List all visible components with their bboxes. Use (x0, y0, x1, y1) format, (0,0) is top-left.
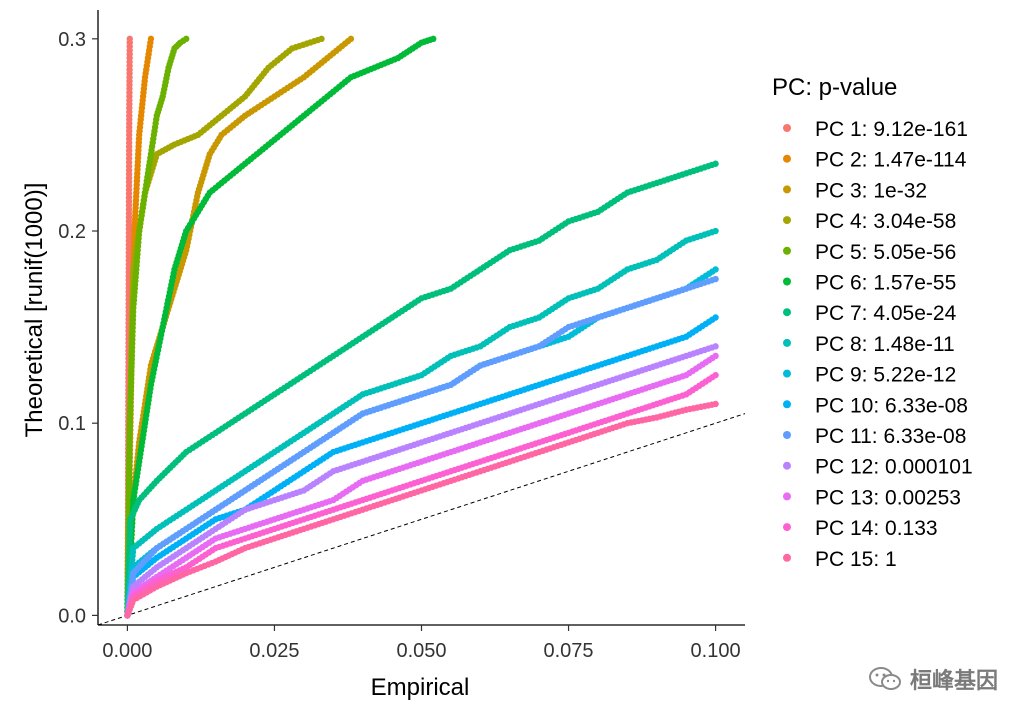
x-tick-label: 0.000 (102, 640, 152, 662)
y-tick-label: 0.2 (58, 221, 86, 243)
series-10 (124, 314, 719, 619)
data-point (318, 35, 325, 43)
y-tick-label: 0.1 (58, 413, 86, 435)
data-point (712, 343, 719, 350)
x-axis-title: Empirical (371, 674, 470, 701)
data-point (183, 35, 190, 43)
legend-label: PC 6: 1.57e-55 (815, 272, 956, 295)
data-point (712, 314, 719, 321)
legend-label: PC 14: 0.133 (815, 517, 938, 540)
series-12 (124, 343, 719, 619)
data-point (712, 371, 719, 379)
series-6 (124, 35, 437, 619)
legend-label: PC 12: 0.000101 (815, 456, 973, 479)
legend-title: PC: p-value (772, 74, 897, 101)
data-point (430, 35, 437, 43)
legend-label: PC 10: 6.33e-08 (815, 394, 968, 417)
legend-key (783, 308, 791, 317)
x-tick-label: 0.025 (249, 640, 299, 662)
reference-line-layer (97, 413, 746, 626)
legend-key (783, 431, 791, 439)
legend-key (783, 216, 791, 225)
legend-key (783, 185, 791, 194)
data-point (712, 352, 719, 360)
data-point (712, 266, 719, 273)
legend-label: PC 3: 1e-32 (815, 179, 927, 202)
legend-key (783, 492, 791, 501)
legend-key (783, 461, 791, 470)
axes-layer: 0.000 0.025 0.050 0.075 0.100 0.0 0.1 0.2 0.3 (58, 10, 745, 662)
legend-label: PC 15: 1 (815, 548, 897, 571)
data-point (147, 35, 155, 43)
legend-key (783, 400, 791, 409)
legend-key (783, 553, 791, 562)
series-7 (124, 160, 719, 619)
data-point (712, 400, 719, 408)
reference-line (97, 413, 746, 626)
legend-key (783, 277, 791, 286)
legend-key (783, 369, 791, 378)
legend-key (783, 154, 791, 163)
legend-key (783, 338, 791, 347)
series-11 (124, 275, 719, 619)
watermark-text: 桓峰基因 (909, 669, 998, 694)
x-tick-label: 0.100 (691, 640, 741, 662)
legend-key (783, 523, 791, 532)
legend-label: PC 7: 4.05e-24 (815, 302, 957, 325)
data-point (712, 227, 719, 235)
data-point (712, 275, 719, 283)
legend-label: PC 2: 1.47e-114 (815, 149, 967, 172)
data-point (712, 160, 719, 167)
data-point (126, 35, 133, 43)
y-tick-label: 0.3 (58, 29, 86, 51)
data-point (347, 35, 355, 43)
legend-label: PC 5: 5.05e-56 (815, 241, 956, 264)
points-layer (124, 35, 719, 619)
legend-label: PC 4: 3.04e-58 (815, 210, 956, 233)
legend-key (783, 124, 791, 132)
legend-label: PC 11: 6.33e-08 (815, 425, 966, 448)
wechat-icon (868, 667, 901, 690)
legend-label: PC 8: 1.48e-11 (815, 333, 955, 356)
legend-label: PC 9: 5.22e-12 (815, 364, 956, 387)
legend-label: PC 13: 0.00253 (815, 486, 961, 509)
x-tick-label: 0.050 (396, 640, 446, 662)
series-15 (124, 400, 719, 619)
y-tick-label: 0.0 (58, 605, 86, 627)
watermark: 桓峰基因 (868, 663, 998, 695)
x-tick-label: 0.075 (544, 640, 594, 662)
legend: PC: p-value PC 1: 9.12e-161 PC 2: 1.47e-11… (772, 74, 973, 571)
legend-label: PC 1: 9.12e-161 (815, 118, 968, 141)
y-axis-title: Theoretical [runif(1000)] (21, 183, 48, 438)
legend-key (783, 246, 791, 255)
